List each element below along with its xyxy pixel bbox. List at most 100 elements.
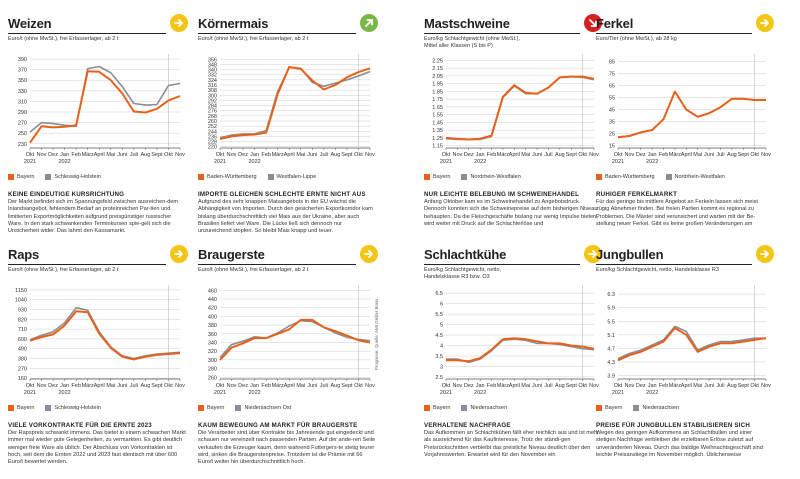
y-tick-label: 4.5 [435,333,443,339]
series-line-primary [617,90,766,139]
x-tick-label: Feb [487,383,496,389]
x-tick-label: Okt [750,383,759,389]
body-text: Das Aufkommen an Schlachtkühen fällt ehe… [424,430,600,458]
x-tick-label: Sept [341,383,353,389]
y-tick-label: 1150 [15,288,27,294]
y-tick-label: 260 [208,119,217,125]
y-tick-label: 1.45 [432,120,443,126]
headline: RUHIGER FERKELMARKT [596,191,678,198]
panel-title: Mastschweine [424,16,510,31]
x-tick-label: Sept [151,152,163,158]
x-tick-label: Okt [354,152,363,158]
y-tick-label: 228 [208,140,217,146]
y-tick-label: 340 [208,68,217,74]
title-rule [424,33,580,34]
title-rule [8,264,166,265]
panel-title: Raps [8,247,39,262]
headline: PREISE FÜR JUNGBULLEN STABILISIEREN SICH [596,422,750,429]
x-tick-label: Juli [544,152,552,158]
legend-label: Nordrhein-Westfalen [674,174,725,180]
y-tick-label: 420 [208,306,217,312]
x-tick-label: Nov [624,152,634,158]
y-tick-label: 2.5 [435,375,443,381]
y-tick-label: 280 [208,367,217,373]
y-tick-label: 5.1 [607,333,615,339]
x-tick-label: Mai [693,383,702,389]
legend: Bayern Schleswig-Holstein [8,405,109,411]
legend: Bayern Schleswig-Holstein [8,174,109,180]
y-tick-label: 300 [208,358,217,364]
y-tick-label: 244 [208,129,217,135]
y-tick-label: 260 [208,375,217,381]
x-tick-label: Nov [365,152,375,158]
x-tick-label: Jan [648,152,657,158]
x-tick-label: Mai [693,152,702,158]
x-tick-label: Dez [464,383,474,389]
y-tick-label: 55 [609,96,615,102]
legend-swatch [267,174,274,180]
legend-label: Niedersachsen Ost [244,405,292,411]
x-tick-label: Mai [521,383,530,389]
source-credit: Prognose: Quelle: AMI GmbH Bonn [374,298,379,370]
x-tick-label: April [94,152,105,158]
x-tick-label: Dez [238,152,248,158]
x-tick-label: Okt [578,383,587,389]
y-tick-label: 5.5 [607,319,615,325]
year-label: 2021 [440,390,452,396]
y-tick-label: 930 [18,307,27,313]
series-line-secondary [617,325,766,360]
x-tick-label: Juli [320,152,328,158]
arrow-right-icon [756,14,774,32]
unit-label: Euro/t (ohne MwSt.), frei Erfasserlager,… [8,267,119,273]
body-text: Der Rapspreis schwankt immens. Das biete… [8,430,186,466]
legend-swatch [198,174,204,180]
y-tick-label: 380 [208,323,217,329]
y-tick-label: 300 [208,93,217,99]
x-tick-label: Sept [738,152,750,158]
title-rule [596,264,752,265]
x-tick-label: Jan [250,152,259,158]
y-tick-label: 5.9 [607,306,615,312]
unit-label: Euro/kg Schlachtgewicht, netto, Handelsk… [424,267,502,280]
x-tick-label: Jan [60,152,69,158]
y-tick-label: 252 [208,124,217,130]
x-tick-label: Aug [727,383,737,389]
x-tick-label: Nov [227,152,237,158]
y-tick-label: 268 [208,114,217,120]
legend-label: Niedersachsen [470,405,508,411]
panel-mastschweine: Mastschweine Euro/kg Schlachtgewicht (ohn… [424,14,602,241]
x-tick-label: Juli [130,152,138,158]
legend-label: Bayern [17,405,35,411]
headline: VERHALTENE NACHFRAGE [424,422,511,429]
legend-label: Schleswig-Holstein [54,405,101,411]
unit-label: Euro/kg Schlachtgewicht (ohne MwSt.), Mi… [424,36,520,49]
x-tick-label: Aug [330,152,340,158]
x-tick-label: Juli [320,383,328,389]
legend-swatch [235,405,242,411]
legend-label: Schleswig-Holstein [54,174,101,180]
x-tick-label: Dez [238,383,248,389]
panel-körnermais: Körnermais Euro/t (ohne MwSt.), frei Erfa… [198,14,378,241]
x-tick-label: Juni [532,152,542,158]
y-tick-label: 820 [18,317,27,323]
y-tick-label: 45 [609,108,615,114]
arrow-right-icon [170,14,188,32]
series-line-primary [446,337,595,363]
x-tick-label: Jan [250,383,259,389]
headline: VIELE VORKONTRAKTE FÜR DIE ERNTE 2023 [8,422,152,429]
body-text: Für das geringe bis mittlere Angebot an … [596,199,758,227]
x-tick-label: Okt [216,152,225,158]
panel-jungbullen: Jungbullen Euro/kg Schlachtgewicht, netto… [596,245,774,472]
x-tick-label: Okt [26,152,35,158]
x-tick-label: Mai [296,383,305,389]
x-tick-label: Feb [71,152,80,158]
x-tick-label: April [509,383,520,389]
y-tick-label: 85 [609,60,615,66]
y-tick-label: 380 [18,357,27,363]
unit-label: Euro/Tier (ohne MwSt.), ab 28 kg [596,36,677,42]
y-tick-label: 236 [208,134,217,140]
x-tick-label: Aug [140,152,150,158]
y-tick-label: 340 [208,340,217,346]
